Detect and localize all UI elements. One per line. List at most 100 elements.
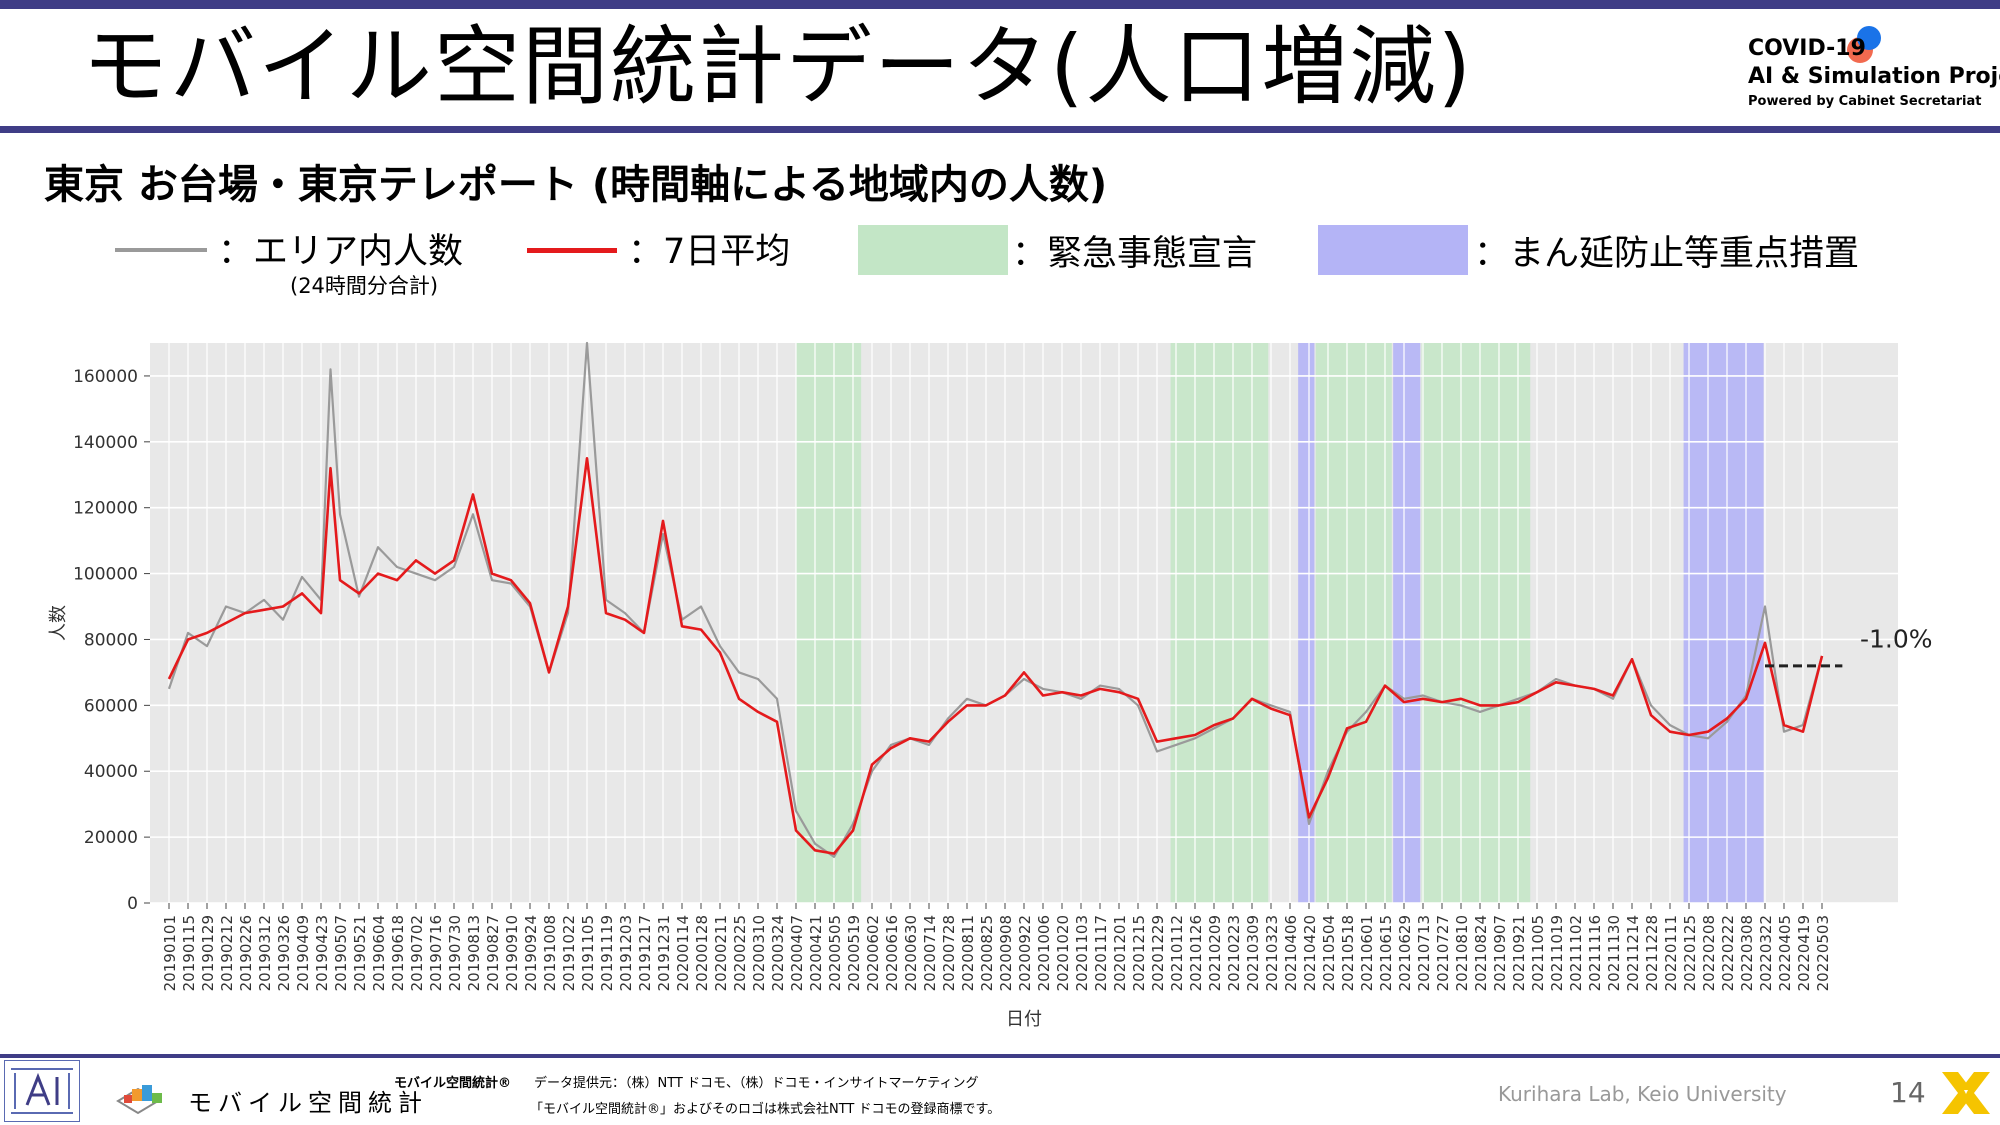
y-tick-label: 160000 (73, 367, 138, 387)
shaded-period-priority (1683, 343, 1764, 903)
x-tick-label: 20211102 (1567, 915, 1585, 991)
x-tick-label: 20210615 (1377, 915, 1395, 991)
x-tick-label: 20210601 (1358, 915, 1376, 991)
x-tick-label: 20200310 (750, 915, 768, 991)
x-tick-label: 20210420 (1301, 915, 1319, 991)
x-tick-label: 20190423 (313, 915, 331, 991)
legend-emergency-label: ：緊急事態宣言 (1012, 234, 1258, 274)
x-tick-label: 20220322 (1757, 915, 1775, 991)
legend-avg-label: ：7日平均 (628, 232, 791, 272)
x-tick-label: 20210112 (1168, 915, 1186, 991)
x-tick-label: 20200128 (693, 915, 711, 991)
x-tick-label: 20211228 (1643, 915, 1661, 991)
top-accent-bar (0, 0, 2000, 9)
footer-brand: モバイル空間統計 (188, 1089, 428, 1117)
x-tick-label: 20190924 (522, 915, 540, 991)
x-tick-label: 20220503 (1814, 915, 1832, 991)
x-tick-label: 20210713 (1415, 915, 1433, 991)
x-tick-label: 20200211 (712, 915, 730, 991)
footer-provider: データ提供元：（株）NTT ドコモ、（株）ドコモ・インサイトマーケティング (534, 1076, 979, 1091)
x-tick-label: 20190312 (256, 915, 274, 991)
x-tick-label: 20200922 (1016, 915, 1034, 991)
shaded-period-emergency (1315, 343, 1392, 903)
x-tick-label: 20190326 (275, 915, 293, 991)
page-number: 14 (1890, 1076, 1926, 1109)
x-tick-label: 20211214 (1624, 915, 1642, 991)
x-tick-label: 20200728 (940, 915, 958, 991)
x-tick-label: 20201201 (1111, 915, 1129, 991)
legend-raw-label: ：エリア内人数 (218, 232, 464, 272)
x-tick-label: 20211019 (1548, 915, 1566, 991)
y-tick-label: 60000 (84, 696, 138, 716)
x-tick-label: 20200616 (883, 915, 901, 991)
y-tick-label: 100000 (73, 565, 138, 585)
x-tick-label: 20190827 (484, 915, 502, 991)
population-chart: 0 20000 40000 60000 80000 100000 120000 140000 1… (48, 341, 1933, 1030)
x-tick-label: 20190730 (446, 915, 464, 991)
x-tick-label: 20210629 (1396, 915, 1414, 991)
footer-brand-mark: モバイル空間統計® (394, 1076, 512, 1091)
x-tick-label: 20201020 (1054, 915, 1072, 991)
x-tick-label: 20190212 (218, 915, 236, 991)
x-axis: 20190101 20190115 20190129 20190212 20190226… (161, 903, 1832, 991)
x-tick-label: 20191231 (655, 915, 673, 991)
x-tick-label: 20200225 (731, 915, 749, 991)
page-title: モバイル空間統計データ(人口増減) (82, 17, 1474, 117)
x-tick-label: 20200114 (674, 915, 692, 991)
x-tick-label: 20201006 (1035, 915, 1053, 991)
x-tick-label: 20200811 (959, 915, 977, 991)
x-tick-label: 20210504 (1320, 915, 1338, 991)
series-line-avg (167, 456, 1824, 855)
shaded-period-priority (1393, 343, 1421, 903)
x-tick-label: 20190226 (237, 915, 255, 991)
x-tick-label: 20220208 (1700, 915, 1718, 991)
x-tick-label: 20201215 (1130, 915, 1148, 991)
shaded-period-emergency (1421, 343, 1531, 903)
x-tick-label: 20210223 (1225, 915, 1243, 991)
x-tick-label: 20200908 (997, 915, 1015, 991)
legend-raw-swatch (115, 248, 207, 252)
logo-line-3: Powered by Cabinet Secretariat (1748, 94, 1982, 109)
x-tick-label: 20210727 (1434, 915, 1452, 991)
x-tick-label: 20210907 (1491, 915, 1509, 991)
legend-priority-label: ：まん延防止等重点措置 (1474, 234, 1860, 274)
x-tick-label: 20200714 (921, 915, 939, 991)
x-tick-label: 20200519 (845, 915, 863, 991)
x-tick-label: 20201103 (1073, 915, 1091, 991)
x-tick-label: 20190115 (180, 915, 198, 991)
x-axis-label: 日付 (1006, 1009, 1042, 1030)
x-tick-label: 20210810 (1453, 915, 1471, 991)
title-divider (0, 126, 2000, 133)
mobile-blocks-icon (116, 1085, 162, 1115)
y-tick-label: 40000 (84, 762, 138, 782)
footer-lab: Kurihara Lab, Keio University (1498, 1082, 1787, 1106)
x-tick-label: 20200505 (826, 915, 844, 991)
x-tick-label: 20190813 (465, 915, 483, 991)
y-tick-label: 120000 (73, 499, 138, 519)
x-tick-label: 20211130 (1605, 915, 1623, 991)
footer-divider (0, 1054, 2000, 1058)
x-tick-label: 20220308 (1738, 915, 1756, 991)
x-tick-label: 20190507 (332, 915, 350, 991)
series-lines (167, 341, 1843, 859)
x-tick-label: 20190618 (389, 915, 407, 991)
x-tick-label: 20201117 (1092, 915, 1110, 991)
x-tick-label: 20190521 (351, 915, 369, 991)
x-tick-label: 20190409 (294, 915, 312, 991)
x-tick-label: 20220222 (1719, 915, 1737, 991)
x-tick-label: 20190716 (427, 915, 445, 991)
x-tick-label: 20220125 (1681, 915, 1699, 991)
x-tick-label: 20210323 (1263, 915, 1281, 991)
legend-avg-swatch (527, 248, 617, 253)
x-tick-label: 20210309 (1244, 915, 1262, 991)
x-tick-label: 20210824 (1472, 915, 1490, 991)
x-tick-label: 20210406 (1282, 915, 1300, 991)
footer-trademark: 「モバイル空間統計®」およびそのロゴは株式会社NTT ドコモの登録商標です。 (530, 1102, 1001, 1117)
x-logo-icon (1942, 1072, 1990, 1114)
x-tick-label: 20210209 (1206, 915, 1224, 991)
x-tick-label: 20210518 (1339, 915, 1357, 991)
shaded-period-emergency (796, 343, 862, 903)
covid-dot-icon (1847, 26, 1881, 63)
change-annotation: -1.0% (1860, 624, 1933, 653)
x-tick-label: 20220405 (1776, 915, 1794, 991)
